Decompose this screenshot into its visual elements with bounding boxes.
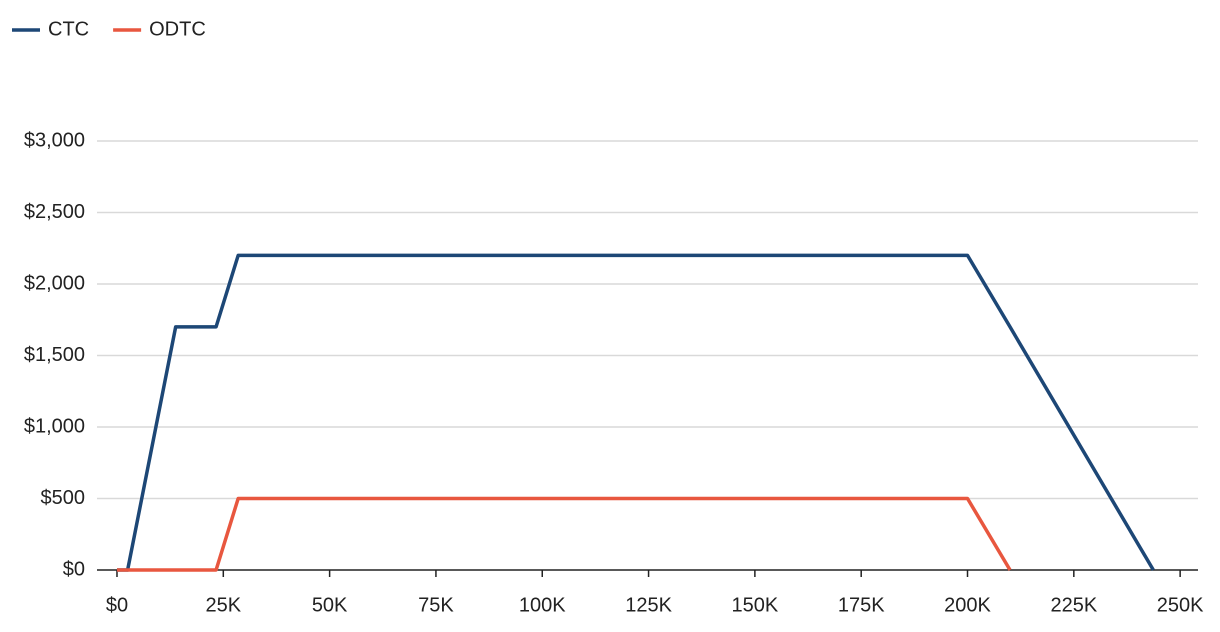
- y-tick-label: $1,000: [24, 415, 85, 437]
- legend-label: ODTC: [149, 18, 206, 40]
- y-tick-label: $3,000: [24, 129, 85, 151]
- legend-label: CTC: [48, 18, 89, 40]
- x-tick-label: 50K: [312, 594, 348, 616]
- x-tick-label: 150K: [732, 594, 779, 616]
- x-tick-label: 200K: [944, 594, 991, 616]
- line: [116, 253, 1155, 572]
- x-tick-label: 100K: [519, 594, 566, 616]
- y-tick-label: $500: [41, 487, 86, 509]
- x-tick-label: 250K: [1157, 594, 1204, 616]
- x-tick-label: 225K: [1050, 594, 1097, 616]
- line: [116, 496, 1012, 572]
- x-tick-label: $0: [106, 594, 128, 616]
- y-tick-label: $2,500: [24, 201, 85, 223]
- x-tick-label: 75K: [418, 594, 454, 616]
- y-tick-label: $0: [63, 558, 85, 580]
- x-tick-label: 125K: [625, 594, 672, 616]
- y-tick-label: $2,000: [24, 272, 85, 294]
- y-tick-label: $1,500: [24, 344, 85, 366]
- x-tick-label: 25K: [206, 594, 242, 616]
- x-tick-label: 175K: [838, 594, 885, 616]
